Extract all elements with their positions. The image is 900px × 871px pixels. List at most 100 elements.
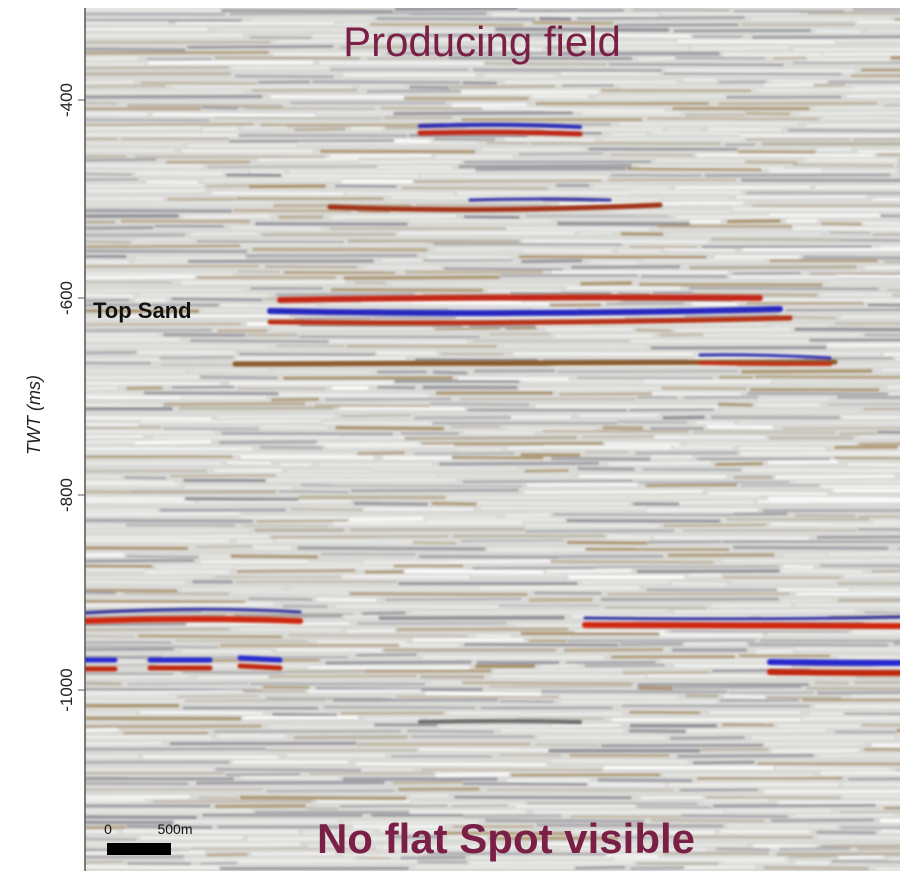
seismic-trace bbox=[379, 829, 438, 833]
seismic-trace bbox=[124, 476, 167, 480]
seismic-trace bbox=[350, 488, 519, 492]
seismic-trace bbox=[789, 854, 837, 858]
seismic-trace bbox=[85, 158, 157, 162]
seismic-trace bbox=[187, 45, 334, 49]
seismic-trace bbox=[670, 735, 745, 740]
seismic-trace bbox=[582, 434, 655, 439]
seismic-trace bbox=[85, 580, 185, 585]
seismic-trace bbox=[196, 545, 253, 549]
horizon-label: Top Sand bbox=[93, 298, 192, 323]
seismic-trace bbox=[290, 587, 479, 590]
seismic-trace bbox=[559, 848, 707, 851]
seismic-trace bbox=[367, 56, 449, 60]
seismic-trace bbox=[772, 380, 900, 383]
seismic-trace bbox=[647, 117, 819, 121]
seismic-trace bbox=[434, 137, 496, 142]
seismic-trace bbox=[582, 580, 668, 585]
seismic-trace bbox=[181, 280, 346, 285]
seismic-trace bbox=[608, 461, 710, 466]
seismic-trace bbox=[122, 829, 298, 834]
seismic-trace bbox=[637, 57, 675, 61]
seismic-trace bbox=[421, 175, 608, 179]
seismic-trace bbox=[127, 103, 283, 109]
seismic-trace bbox=[229, 12, 411, 15]
seismic-trace bbox=[795, 860, 829, 865]
seismic-trace bbox=[637, 805, 712, 809]
seismic-trace bbox=[868, 303, 900, 307]
seismic-trace bbox=[346, 192, 454, 195]
seismic-trace bbox=[431, 501, 477, 506]
seismic-trace bbox=[677, 753, 814, 758]
seismic-trace bbox=[564, 647, 663, 652]
seismic-trace bbox=[675, 215, 769, 219]
seismic-trace bbox=[85, 664, 155, 667]
seismic-trace bbox=[362, 611, 406, 616]
seismic-trace bbox=[535, 743, 600, 747]
seismic-trace bbox=[215, 117, 383, 120]
seismic-trace bbox=[525, 529, 675, 533]
seismic-trace bbox=[619, 642, 683, 647]
seismic-trace bbox=[448, 56, 633, 60]
seismic-trace bbox=[506, 227, 650, 231]
seismic-trace bbox=[794, 513, 856, 518]
seismic-trace bbox=[85, 123, 254, 127]
seismic-trace bbox=[550, 724, 621, 727]
seismic-trace bbox=[85, 293, 134, 298]
seismic-trace bbox=[473, 68, 662, 73]
seismic-trace bbox=[739, 447, 826, 450]
seismic-trace bbox=[432, 370, 468, 375]
seismic-trace bbox=[451, 804, 508, 807]
seismic-trace bbox=[688, 287, 879, 291]
seismic-trace bbox=[645, 483, 737, 487]
seismic-trace bbox=[617, 292, 650, 296]
seismic-trace bbox=[410, 794, 448, 798]
seismic-trace bbox=[249, 36, 312, 40]
seismic-trace bbox=[814, 680, 849, 686]
seismic-trace bbox=[777, 724, 860, 728]
seismic-trace bbox=[339, 45, 413, 49]
seismic-trace bbox=[123, 592, 229, 596]
seismic-trace bbox=[204, 453, 355, 456]
seismic-trace bbox=[845, 573, 900, 577]
seismic-trace bbox=[317, 442, 418, 445]
seismic-trace bbox=[85, 101, 118, 105]
seismic-trace bbox=[793, 61, 900, 65]
seismic-trace bbox=[399, 231, 575, 235]
seismic-trace bbox=[248, 836, 388, 841]
seismic-trace bbox=[725, 809, 832, 813]
seismic-trace bbox=[239, 353, 376, 356]
seismic-trace bbox=[85, 323, 242, 326]
seismic-trace bbox=[242, 126, 287, 129]
seismic-trace bbox=[674, 664, 791, 668]
seismic-trace bbox=[526, 802, 698, 805]
seismic-trace bbox=[344, 615, 378, 619]
seismic-trace bbox=[524, 490, 703, 494]
seismic-trace bbox=[85, 272, 233, 277]
seismic-trace bbox=[191, 232, 257, 236]
seismic-trace bbox=[211, 191, 344, 195]
seismic-trace bbox=[679, 501, 754, 504]
seismic-trace bbox=[580, 413, 659, 417]
seismic-trace bbox=[792, 226, 900, 231]
seismic-trace bbox=[535, 405, 718, 409]
seismic-trace bbox=[642, 258, 762, 263]
seismic-trace bbox=[412, 541, 457, 545]
seismic-trace bbox=[757, 88, 900, 92]
seismic-trace bbox=[85, 691, 168, 695]
seismic-trace bbox=[773, 56, 807, 60]
seismic-trace bbox=[717, 402, 753, 407]
seismic-trace bbox=[534, 810, 724, 814]
seismic-trace bbox=[847, 778, 900, 781]
seismic-trace bbox=[399, 29, 494, 34]
seismic-trace bbox=[834, 39, 900, 42]
seismic-trace bbox=[414, 452, 515, 455]
seismic-trace bbox=[705, 796, 841, 799]
seismic-trace bbox=[794, 814, 893, 817]
seismic-trace bbox=[362, 768, 413, 772]
seismic-trace bbox=[781, 599, 832, 603]
seismic-trace bbox=[229, 139, 394, 143]
seismic-trace bbox=[469, 324, 536, 329]
seismic-trace bbox=[175, 639, 308, 643]
seismic-trace bbox=[813, 83, 846, 87]
seismic-trace bbox=[85, 795, 190, 800]
